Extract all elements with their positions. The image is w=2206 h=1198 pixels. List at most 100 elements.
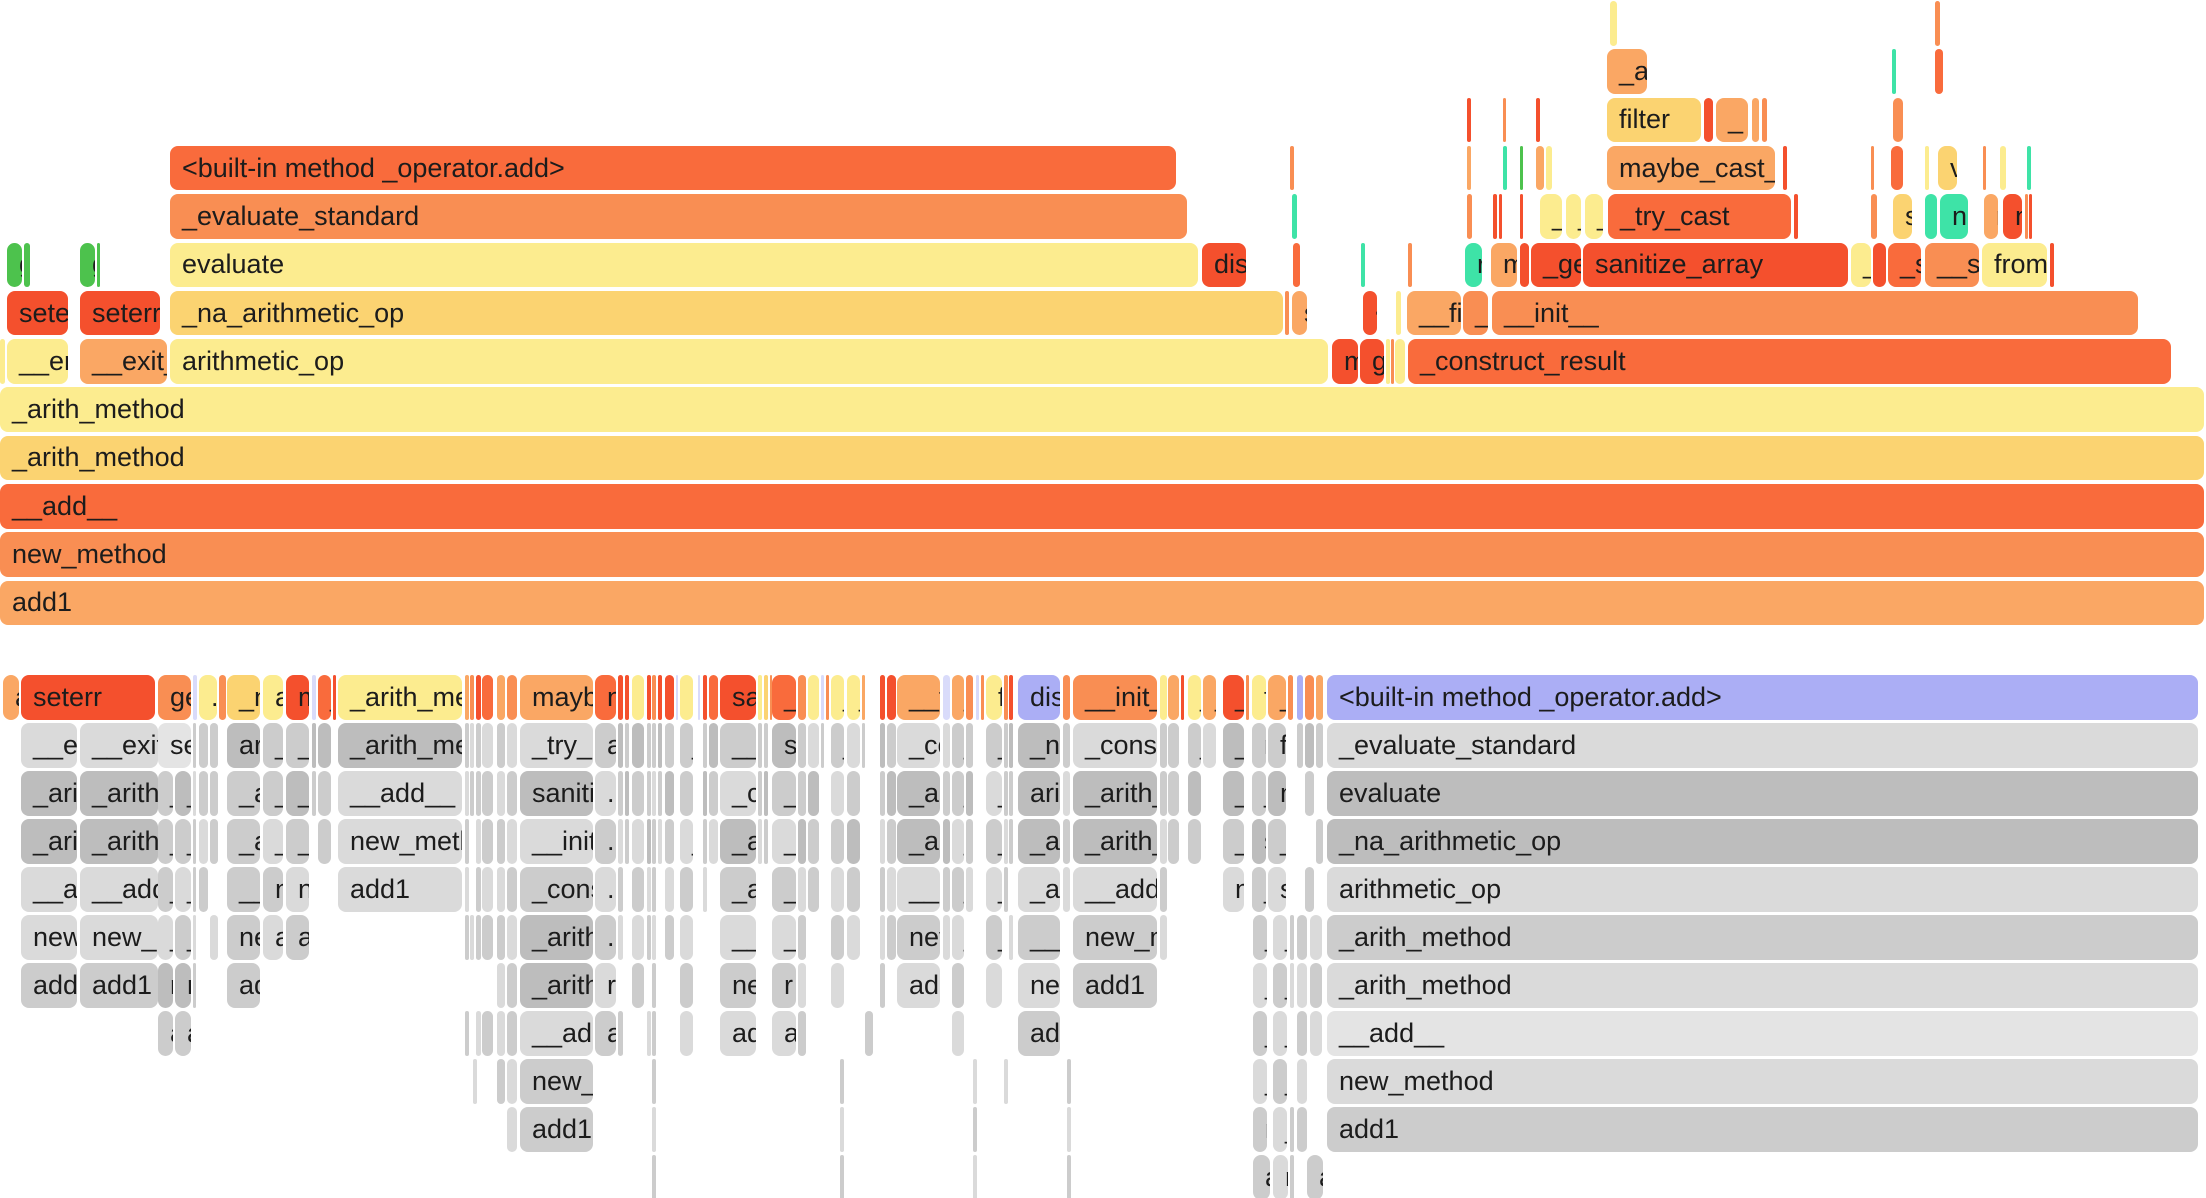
frame-ne[interactable]: ne [720, 963, 756, 1008]
frame-add1[interactable]: add1 [338, 867, 462, 912]
frame-sliver[interactable] [476, 867, 481, 912]
frame-_[interactable]: _ [1253, 1011, 1267, 1056]
frame-sliver[interactable] [1316, 675, 1323, 720]
frame-_[interactable]: _ [952, 675, 964, 720]
frame-m[interactable]: m [286, 675, 309, 720]
frame-_arith_[interactable]: _arith_ [80, 771, 158, 816]
frame-_a[interactable]: _a [227, 771, 260, 816]
frame-_[interactable]: _ [1203, 675, 1216, 720]
frame-arit[interactable]: arit [1018, 771, 1060, 816]
frame-sliver[interactable] [97, 242, 100, 287]
frame-_[interactable]: _ [1168, 723, 1179, 768]
frame-_[interactable]: _ [158, 819, 173, 864]
frame-sliver[interactable] [1246, 675, 1249, 720]
frame-_[interactable]: _ [175, 915, 191, 960]
frame-__[interactable]: __ [227, 867, 260, 912]
frame-sliver[interactable] [318, 771, 331, 816]
frame-sliver[interactable] [880, 675, 885, 720]
frame-sliver[interactable] [1935, 49, 1943, 94]
frame-sliver[interactable] [1873, 242, 1886, 287]
frame-sliver[interactable] [943, 915, 950, 960]
frame-_arith_method[interactable]: _arith_method [1327, 963, 2198, 1008]
frame-sliver[interactable] [652, 1011, 656, 1056]
frame-a[interactable]: a [595, 1011, 616, 1056]
frame-ad[interactable]: ad [720, 1011, 756, 1056]
frame-sliver[interactable] [703, 867, 707, 912]
frame-_[interactable]: _ [986, 915, 1002, 960]
frame-__add__[interactable]: __add__ [338, 771, 462, 816]
frame-sliver[interactable] [193, 723, 196, 768]
frame-sliver[interactable] [658, 819, 662, 864]
frame-sliver[interactable] [880, 867, 885, 912]
frame-.[interactable]: . [887, 723, 896, 768]
frame-sliver[interactable] [647, 819, 651, 864]
frame-sliver[interactable] [1794, 194, 1798, 239]
frame-s[interactable]: s [772, 723, 796, 768]
frame-sliver[interactable] [497, 1059, 505, 1104]
frame-sliver[interactable] [1752, 97, 1759, 143]
frame-.[interactable]: . [798, 723, 806, 768]
frame-.[interactable]: . [210, 819, 218, 864]
frame-new_m[interactable]: new_m [1073, 915, 1157, 960]
frame-a[interactable]: a [1307, 1155, 1323, 1198]
frame-sliver[interactable] [470, 771, 474, 816]
frame-a[interactable]: a [263, 915, 283, 960]
frame-_[interactable]: _ [952, 819, 964, 864]
frame-sliver[interactable] [219, 675, 226, 720]
frame-sliver[interactable] [1063, 675, 1070, 720]
frame-sliver[interactable] [1499, 194, 1502, 239]
frame-sa[interactable]: sa [720, 675, 756, 720]
frame-.[interactable]: . [847, 819, 860, 864]
frame-sliver[interactable] [476, 1011, 481, 1056]
frame-sliver[interactable] [676, 675, 678, 720]
frame-sliver[interactable] [1181, 675, 1184, 720]
frame-sliver[interactable] [1004, 867, 1008, 912]
frame-_[interactable]: _ [1273, 1107, 1287, 1152]
frame-sliver[interactable] [652, 1107, 656, 1152]
frame-sliver[interactable] [465, 1011, 469, 1056]
frame-sliver[interactable] [709, 723, 718, 768]
frame-.[interactable]: . [1310, 915, 1322, 960]
frame-sliver[interactable] [1288, 675, 1293, 720]
frame-_a[interactable]: _a [286, 723, 309, 768]
frame-_ar[interactable]: _ar [897, 819, 940, 864]
frame-sliver[interactable] [1536, 97, 1540, 143]
frame-<built-inmethod_operator.add>[interactable]: <built-in method _operator.add> [1327, 675, 2198, 720]
frame-.[interactable]: . [798, 867, 806, 912]
frame-_arith_me[interactable]: _arith_me [338, 723, 462, 768]
frame-.[interactable]: . [482, 771, 493, 816]
frame-sliver[interactable] [476, 675, 481, 720]
frame-.[interactable]: . [632, 819, 644, 864]
frame-sliver[interactable] [658, 675, 662, 720]
frame-_[interactable]: _ [1273, 1011, 1287, 1056]
frame-.[interactable]: . [1160, 867, 1167, 912]
frame-_arith_[interactable]: _arith_ [80, 819, 158, 864]
frame-_[interactable]: _ [772, 819, 796, 864]
frame-_na_arithmetic_op[interactable]: _na_arithmetic_op [1327, 819, 2198, 864]
frame-sliver[interactable] [1297, 675, 1303, 720]
frame-.[interactable]: . [199, 771, 208, 816]
frame-ge[interactable]: ge [158, 675, 191, 720]
frame-__add[interactable]: __add [80, 867, 158, 912]
frame-sliver[interactable] [1004, 771, 1008, 816]
frame-_try_c[interactable]: _try_c [520, 723, 593, 768]
frame-sliver[interactable] [1704, 97, 1713, 143]
frame-n[interactable]: n [1188, 771, 1201, 816]
frame-_arith[interactable]: _arith [520, 963, 593, 1008]
frame-sliver[interactable] [1009, 915, 1013, 960]
frame-sliver[interactable] [625, 771, 629, 816]
frame-sliver[interactable] [312, 675, 316, 720]
frame-a[interactable]: a [772, 1011, 796, 1056]
frame-.[interactable]: . [1305, 867, 1314, 912]
frame-.[interactable]: . [595, 867, 616, 912]
frame-_[interactable]: _ [158, 771, 173, 816]
frame-add1[interactable]: add1 [1073, 963, 1157, 1008]
frame-n[interactable]: n [1253, 1107, 1267, 1152]
frame-_[interactable]: _ [1268, 819, 1286, 864]
frame-_a[interactable]: _a [286, 771, 309, 816]
frame-i[interactable]: i [966, 675, 973, 720]
frame-r[interactable]: r [632, 723, 644, 768]
frame-sliver[interactable] [647, 867, 651, 912]
frame-sliver[interactable] [973, 1155, 977, 1198]
frame-__init_[interactable]: __init_ [1073, 675, 1157, 720]
